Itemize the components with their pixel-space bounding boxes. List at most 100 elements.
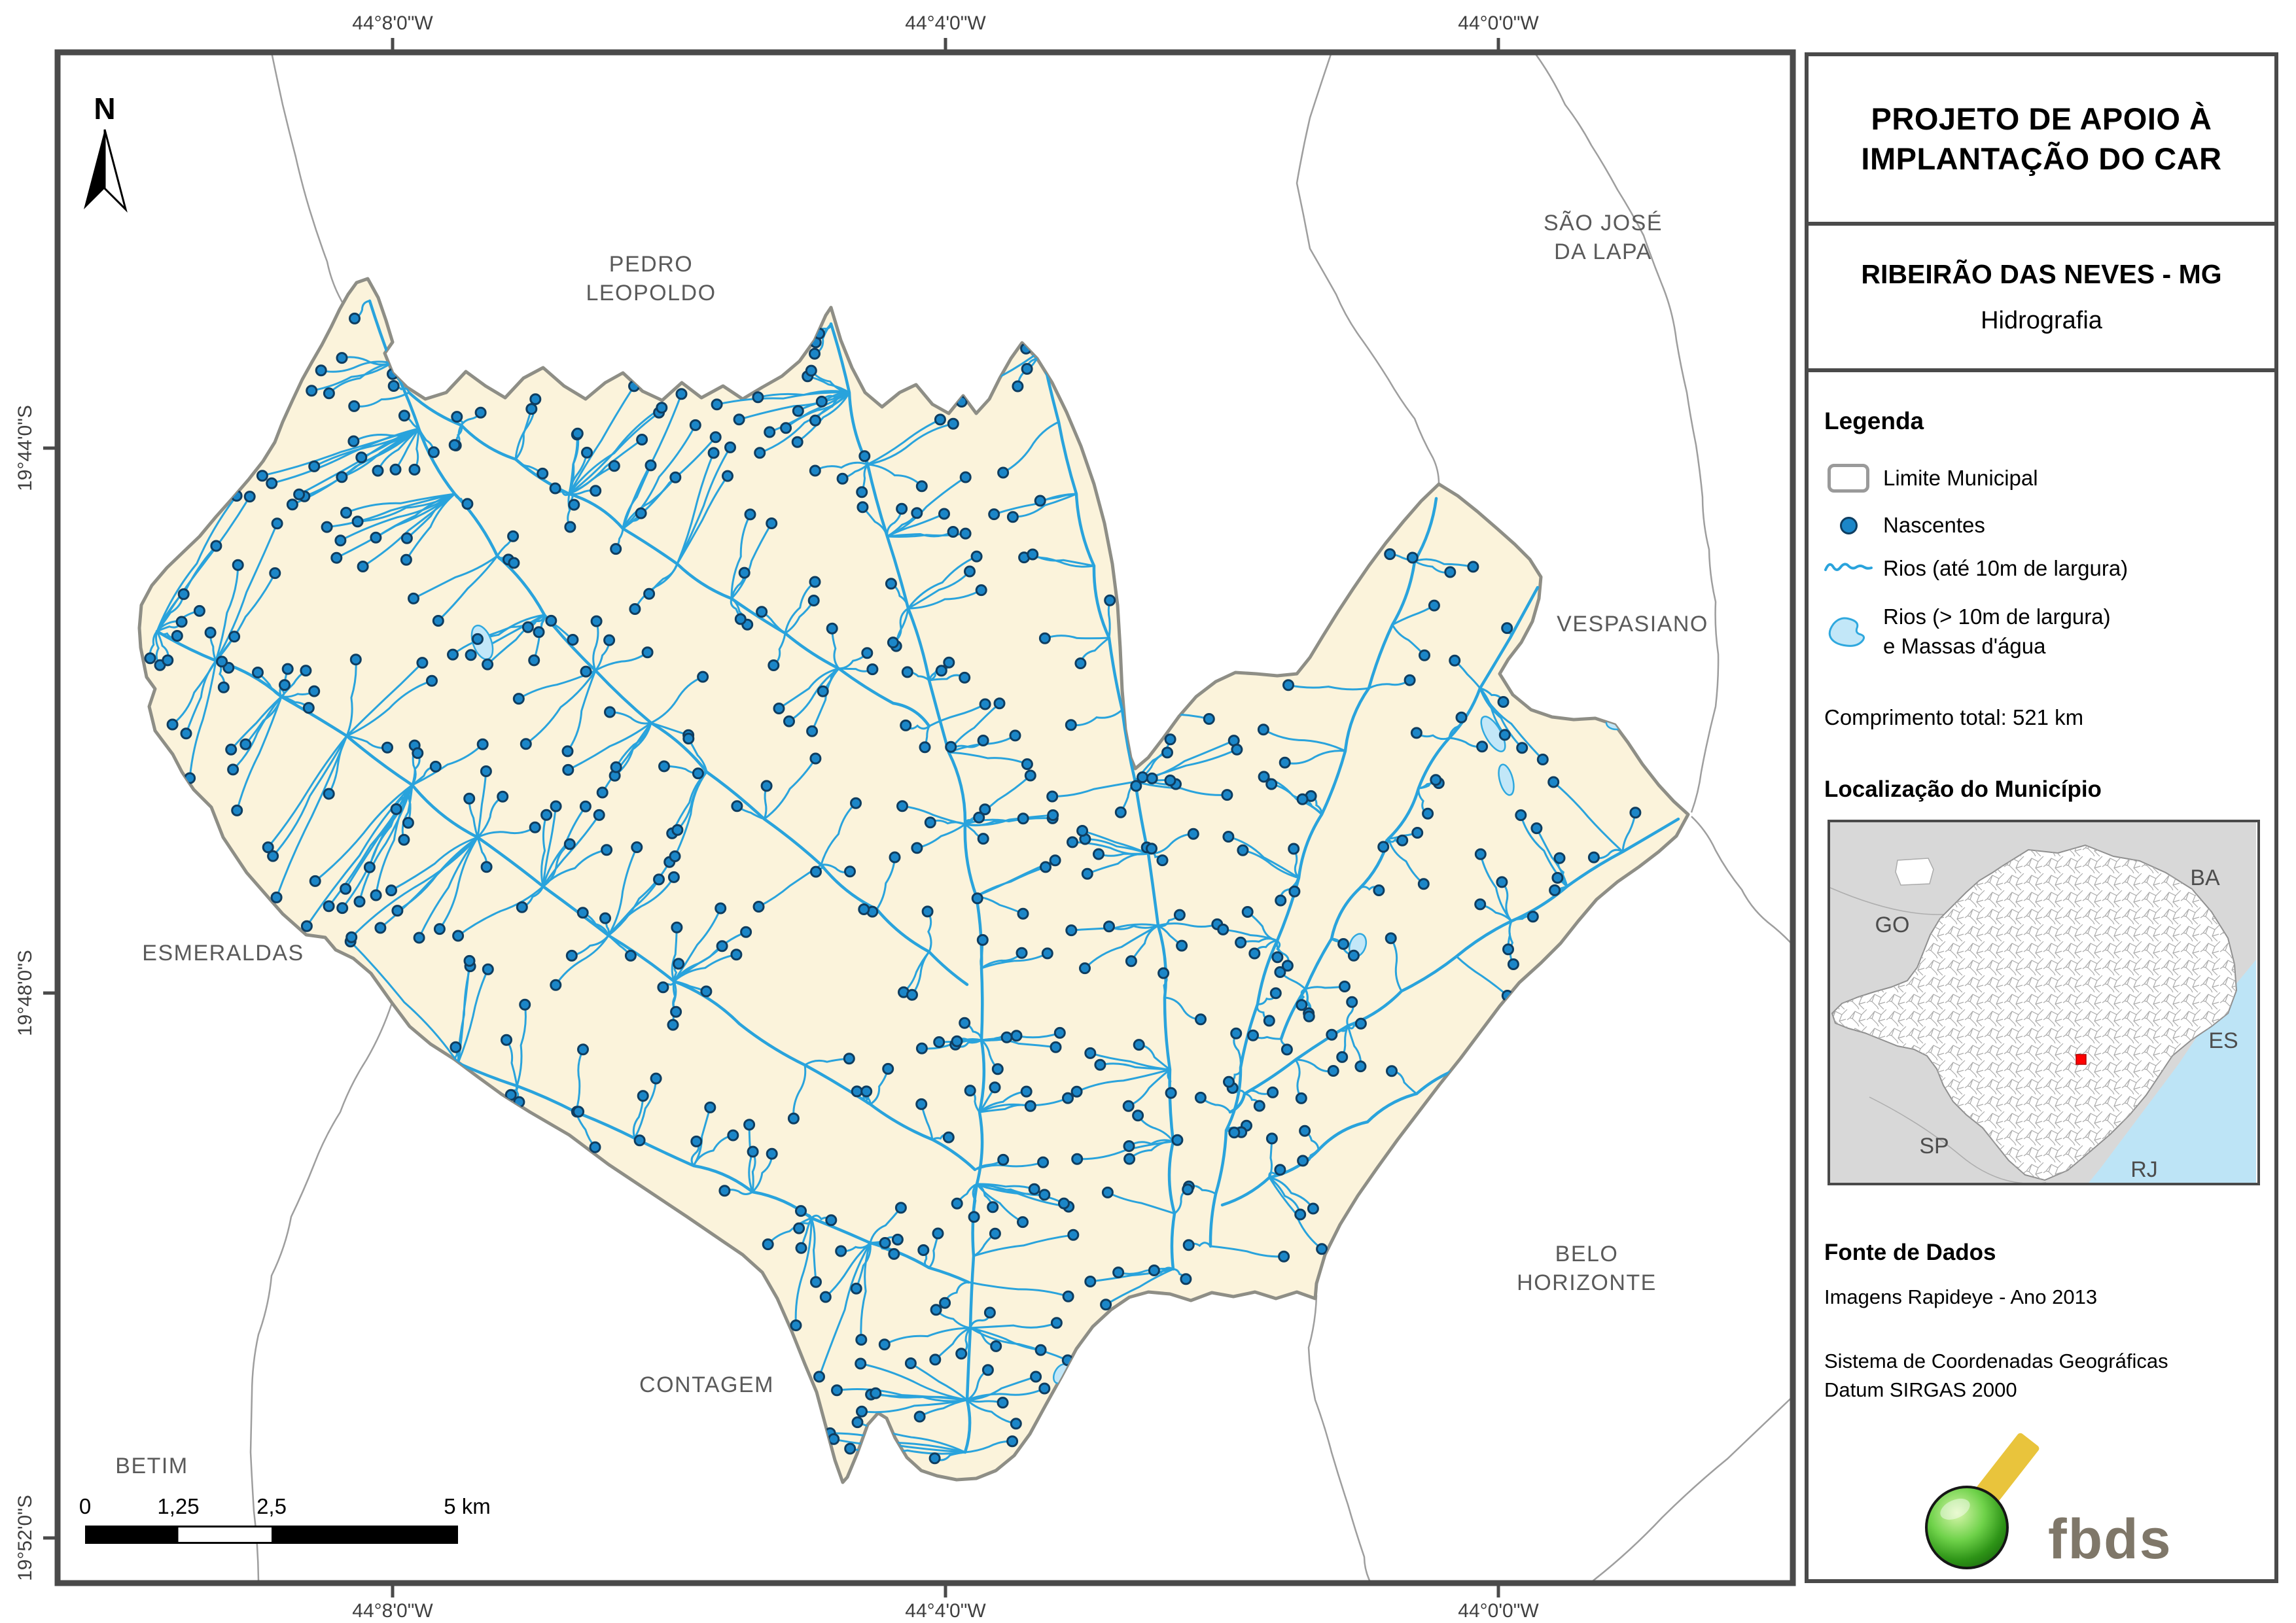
nascente-dot (975, 584, 987, 597)
nascente-dot (633, 1134, 646, 1147)
river-line (730, 522, 773, 600)
river-line (1262, 728, 1347, 752)
nascente-dot (707, 447, 720, 459)
nascente-dot (913, 1410, 926, 1423)
nascente-dot (1247, 1029, 1259, 1041)
nascente-dot (1265, 778, 1278, 790)
nascente-dot (1553, 852, 1566, 864)
nascente-dot (293, 488, 306, 500)
water-body-symbol (1828, 617, 1865, 647)
nascente-dot (624, 949, 637, 962)
river-line (886, 476, 967, 538)
river-line (571, 934, 610, 957)
nascente-dot (1384, 548, 1396, 561)
nascente-dot (870, 1387, 882, 1399)
inset-state-label-GO: GO (1875, 913, 1910, 937)
nascente-dot (766, 517, 778, 529)
river-line (1220, 1064, 1468, 1207)
nascente-dot (1047, 809, 1059, 822)
river-line (1163, 996, 1202, 1021)
map-theme: Hidrografia (1981, 307, 2102, 334)
nascente-dot (1010, 1030, 1023, 1042)
nascente-dot (474, 406, 487, 419)
nascente-dot (363, 861, 376, 873)
nascente-dot (1017, 812, 1029, 825)
nascente-dot (752, 391, 764, 404)
nascente-dot (601, 844, 613, 856)
nascente-dot (308, 460, 321, 472)
nascente-dot (180, 727, 192, 740)
river-line (794, 1217, 813, 1327)
river-line (1108, 924, 1159, 930)
nascente-dot (571, 427, 584, 440)
river-line (1391, 604, 1436, 626)
river-line (1081, 829, 1150, 855)
nascente-dot (971, 892, 983, 905)
river-line (230, 695, 283, 751)
nascente-dot (752, 901, 765, 913)
river-line (1268, 1176, 1315, 1210)
river-line (967, 1281, 1070, 1298)
nascente-dot (989, 1227, 1001, 1240)
nascente-dot (426, 674, 438, 687)
nascente-dot (1327, 1065, 1339, 1077)
nascente-dot (580, 665, 592, 678)
river-line (413, 427, 420, 471)
nascente-dot (1497, 696, 1510, 708)
nascente-dot (227, 763, 239, 776)
nascente-dot (1050, 1317, 1063, 1329)
river-line (326, 493, 456, 529)
place-label-betim: BETIM (115, 1454, 188, 1478)
nascente-dot (850, 1282, 862, 1295)
river-line (969, 1327, 1042, 1352)
nascente-dot (889, 851, 901, 864)
river-line (272, 735, 348, 858)
nascente-dot (533, 626, 545, 638)
nascente-dot (968, 1211, 980, 1223)
nascente-dot (1053, 1026, 1066, 1039)
nascente-dot (740, 926, 752, 938)
place-label-sao-jose-da-lapa: SÃO JOSÉ DA LAPA (1544, 211, 1663, 264)
nascente-dot (727, 1129, 739, 1142)
river-line (1227, 835, 1300, 879)
nascente-dot (525, 403, 538, 415)
nascente-dot (402, 816, 414, 829)
coordinate-label: 44°0'0"W (1458, 12, 1539, 34)
nascente-dot (1346, 996, 1358, 1008)
nascente-dot (447, 648, 459, 661)
nascente-dot (540, 809, 553, 821)
datasource-line2: Sistema de Coordenadas Geográficas (1824, 1350, 2168, 1372)
river-line (412, 555, 499, 600)
river-line (716, 391, 851, 406)
nascente-dot (887, 637, 899, 649)
river-line (1479, 687, 1506, 736)
river-line (476, 770, 487, 839)
nascente-dot (1038, 1382, 1051, 1395)
nascente-dot (866, 663, 879, 676)
nascente-dot (768, 659, 780, 671)
nascente-dot (930, 1304, 942, 1316)
river-line (692, 1106, 711, 1167)
nascente-dot (1515, 809, 1527, 822)
water-body (1480, 716, 1506, 752)
nascente-dot (754, 447, 766, 459)
nascente-dot (722, 470, 733, 482)
nascente-dot (1103, 920, 1115, 933)
nascente-dot (1028, 1183, 1040, 1195)
nascente-dot (1203, 713, 1215, 725)
river-line (345, 493, 456, 514)
nascente-dot (427, 446, 440, 459)
river-line (824, 1242, 872, 1299)
nascente-dot (673, 958, 685, 970)
nascente-dot (1281, 960, 1294, 972)
river-line (1089, 1052, 1171, 1071)
river-line (438, 836, 479, 930)
river-line (975, 865, 1047, 898)
river-line (792, 1064, 807, 1120)
nascente-dot (1067, 1229, 1080, 1241)
nascente-dot (596, 786, 609, 799)
nascente-dot (915, 1042, 928, 1055)
nascente-dot (964, 1085, 976, 1097)
total-length: Comprimento total: 521 km (1824, 705, 2084, 729)
nascente-dot (1040, 861, 1051, 873)
